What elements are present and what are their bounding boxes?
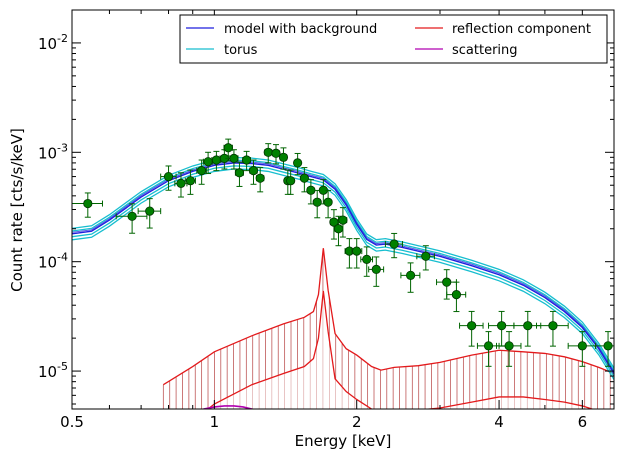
- data-point: [451, 290, 462, 300]
- data-point: [299, 173, 309, 183]
- data-point: [504, 341, 514, 351]
- y-tick-label: 10-2: [38, 32, 68, 53]
- data-point: [497, 321, 507, 331]
- reflection-lower-line: [206, 290, 595, 409]
- data-point: [306, 185, 316, 195]
- legend-label-scattering: scattering: [452, 43, 518, 58]
- data-point: [234, 168, 245, 178]
- model-line-upper: [72, 161, 614, 373]
- x-tick-label: 4: [494, 413, 504, 431]
- y-tick-label: 10-3: [38, 141, 68, 162]
- x-axis-title: Energy [keV]: [295, 432, 392, 450]
- data-point: [523, 321, 533, 331]
- data-point: [603, 341, 613, 351]
- data-point: [83, 198, 93, 209]
- data-point: [405, 270, 416, 280]
- data-point: [229, 153, 239, 163]
- data-point: [271, 148, 281, 158]
- data-point: [548, 321, 558, 331]
- data-point: [263, 147, 273, 157]
- data-point: [203, 157, 213, 167]
- data-point: [293, 158, 303, 168]
- data-point: [286, 176, 296, 186]
- x-tick-label: 2: [352, 413, 362, 431]
- y-axis-title: Count rate [cts/s/keV]: [8, 128, 26, 292]
- data-point: [371, 264, 381, 275]
- y-tick-label: 10-5: [38, 360, 68, 381]
- axis-ticks: 0.5 1 2 4 6 10-5 10-4 10-3 10-2: [38, 9, 615, 431]
- torus-line: [72, 156, 614, 369]
- data-point: [333, 224, 344, 234]
- data-point: [127, 211, 137, 221]
- data-point: [197, 166, 207, 176]
- data-point: [362, 254, 372, 264]
- data-point: [163, 171, 174, 182]
- legend-box: [179, 14, 608, 64]
- data-point: [577, 341, 587, 351]
- data-point: [352, 246, 362, 256]
- data-point: [278, 152, 289, 162]
- x-tick-label: 1: [210, 413, 220, 431]
- model-line: [72, 162, 614, 374]
- plot-layer: [72, 138, 614, 409]
- data-point: [185, 176, 196, 186]
- data-point: [338, 215, 348, 225]
- x-tick-label: 6: [578, 413, 588, 431]
- data-point: [389, 239, 399, 249]
- legend-label-reflection: reflection component: [452, 22, 591, 37]
- torus-line: [72, 165, 614, 377]
- data-point: [467, 321, 477, 331]
- data-point: [483, 341, 494, 351]
- data-point: [248, 166, 259, 176]
- legend-label-torus: torus: [224, 43, 258, 58]
- data-point: [255, 173, 265, 183]
- data-point: [176, 178, 186, 188]
- x-tick-label: 0.5: [60, 413, 84, 431]
- data-point: [442, 277, 452, 287]
- data-point: [242, 155, 252, 165]
- y-tick-label: 10-4: [38, 251, 68, 272]
- data-point: [323, 197, 333, 207]
- legend-label-model: model with background: [224, 22, 377, 37]
- data-point: [312, 197, 322, 207]
- data-point: [421, 251, 431, 261]
- data-point: [211, 155, 221, 165]
- data-point: [145, 206, 155, 216]
- reflection-upper-line: [162, 248, 614, 386]
- data-point: [223, 143, 233, 153]
- legend: model with background reflection compone…: [179, 14, 608, 64]
